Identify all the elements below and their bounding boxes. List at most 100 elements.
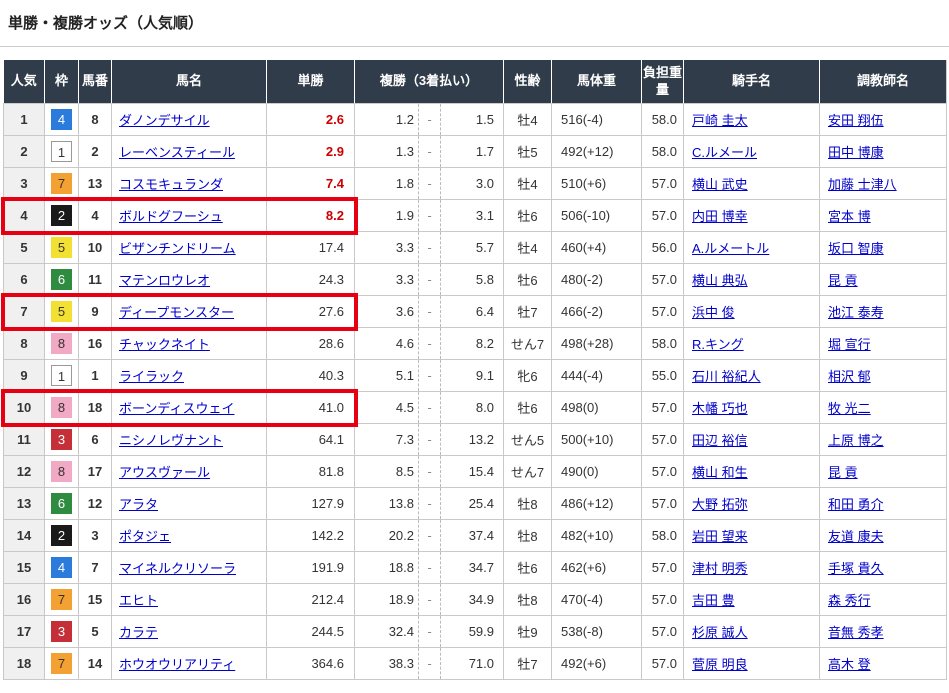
horse-number-cell: 10 [78,231,112,264]
place-odds-separator: - [418,199,441,232]
horse-name-link[interactable]: ボルドグフーシュ [119,209,223,224]
jockey-link[interactable]: 横山 典弘 [692,273,748,288]
horse-name-link[interactable]: ダノンデサイル [119,113,210,128]
jockey-cell: C.ルメール [683,135,820,168]
trainer-cell: 音無 秀孝 [819,615,947,648]
horse-name-link[interactable]: エヒト [119,593,159,608]
trainer-link[interactable]: 堀 宣行 [828,337,871,352]
col-header-place-odds: 複勝（3着払い） [354,60,504,104]
jockey-link[interactable]: 田辺 裕信 [692,433,748,448]
odds-table: 人気 枠 馬番 馬名 単勝 複勝（3着払い） 性齢 馬体重 負担重量 騎手名 調… [3,60,947,680]
jockey-link[interactable]: 横山 武史 [692,177,748,192]
trainer-link[interactable]: 友道 康夫 [828,529,884,544]
sex-age-cell: 牡6 [503,199,552,232]
table-row: 18 7 14 ホウオウリアリティ 364.6 38.3 - 71.0 牡7 4… [3,647,947,680]
table-row: 4 2 4 ボルドグフーシュ 8.2 1.9 - 3.1 牡6 506(-10)… [3,199,947,232]
horse-name-link[interactable]: ニシノレヴナント [119,433,224,448]
horse-name-link[interactable]: マテンロウレオ [119,273,211,288]
col-header-horse-number: 馬番 [78,60,112,104]
jockey-link[interactable]: 戸崎 圭太 [692,113,748,128]
trainer-link[interactable]: 高木 登 [828,657,871,672]
place-odds-low-cell: 4.5 [354,391,419,424]
trainer-link[interactable]: 音無 秀孝 [828,625,884,640]
horse-number-cell: 16 [78,327,112,360]
trainer-link[interactable]: 田中 博康 [828,145,884,160]
jockey-link[interactable]: R.キング [692,337,744,352]
rank-cell: 14 [3,519,45,552]
horse-name-link[interactable]: レーベンスティール [119,145,235,160]
bracket-badge: 6 [51,269,72,290]
horse-name-link[interactable]: チャックネイト [119,337,210,352]
trainer-link[interactable]: 上原 博之 [828,433,884,448]
jockey-link[interactable]: 杉原 誠人 [692,625,748,640]
place-odds-separator: - [418,455,441,488]
carried-weight-cell: 57.0 [641,551,684,584]
trainer-link[interactable]: 牧 光二 [828,401,871,416]
rank-cell: 8 [3,327,45,360]
trainer-link[interactable]: 昆 貢 [828,465,858,480]
trainer-link[interactable]: 相沢 郁 [828,369,871,384]
horse-name-link[interactable]: アウスヴァール [119,465,211,480]
jockey-link[interactable]: 石川 裕紀人 [692,369,761,384]
trainer-link[interactable]: 池江 泰寿 [828,305,884,320]
jockey-cell: 木幡 巧也 [683,391,820,424]
horse-name-link[interactable]: ビザンチンドリーム [119,241,236,256]
jockey-link[interactable]: 岩田 望来 [692,529,748,544]
trainer-link[interactable]: 坂口 智康 [828,241,884,256]
place-odds-high-cell: 13.2 [440,423,504,456]
trainer-link[interactable]: 加藤 士津八 [828,177,897,192]
jockey-link[interactable]: 浜中 俊 [692,305,735,320]
horse-name-link[interactable]: ディープモンスター [119,305,235,320]
jockey-link[interactable]: 木幡 巧也 [692,401,748,416]
trainer-cell: 堀 宣行 [819,327,947,360]
horse-name-link[interactable]: コスモキュランダ [119,177,224,192]
place-odds-high-cell: 1.7 [440,135,504,168]
waku-cell: 6 [44,263,79,296]
waku-cell: 1 [44,359,79,392]
horse-name-link[interactable]: ポタジェ [119,529,172,544]
trainer-link[interactable]: 手塚 貴久 [828,561,884,576]
horse-name-link[interactable]: ボーンディスウェイ [119,401,235,416]
horse-name-link[interactable]: マイネルクリソーラ [119,561,237,576]
horse-name-cell: ボルドグフーシュ [111,199,267,232]
jockey-link[interactable]: A.ルメートル [692,241,770,256]
table-row: 9 1 1 ライラック 40.3 5.1 - 9.1 牝6 444(-4) 55… [3,359,947,392]
weight-cell: 466(-2) [551,295,642,328]
jockey-link[interactable]: 菅原 明良 [692,657,748,672]
jockey-link[interactable]: 津村 明秀 [692,561,748,576]
horse-name-link[interactable]: アラタ [119,497,159,512]
place-odds-low-cell: 32.4 [354,615,419,648]
trainer-link[interactable]: 安田 翔伍 [828,113,884,128]
horse-name-link[interactable]: ホウオウリアリティ [119,657,236,672]
horse-name-link[interactable]: ライラック [119,369,185,384]
horse-name-link[interactable]: カラテ [119,625,159,640]
jockey-link[interactable]: 内田 博幸 [692,209,748,224]
rank-cell: 12 [3,455,45,488]
horse-name-cell: ホウオウリアリティ [111,647,267,680]
page-title: 単勝・複勝オッズ（人気順） [8,15,204,32]
jockey-link[interactable]: 大野 拓弥 [692,497,748,512]
sex-age-cell: せん5 [503,423,552,456]
jockey-link[interactable]: 吉田 豊 [692,593,735,608]
place-odds-low-cell: 1.2 [354,103,419,136]
trainer-link[interactable]: 宮本 博 [828,209,871,224]
trainer-link[interactable]: 昆 貢 [828,273,858,288]
trainer-cell: 池江 泰寿 [819,295,947,328]
horse-name-cell: チャックネイト [111,327,267,360]
trainer-link[interactable]: 森 秀行 [828,593,871,608]
waku-cell: 7 [44,647,79,680]
rank-cell: 2 [3,135,45,168]
carried-weight-cell: 57.0 [641,647,684,680]
bracket-badge: 5 [51,237,72,258]
trainer-link[interactable]: 和田 勇介 [828,497,884,512]
waku-cell: 2 [44,199,79,232]
horse-number-cell: 11 [78,263,112,296]
jockey-link[interactable]: C.ルメール [692,145,758,160]
bracket-badge: 5 [51,301,72,322]
table-row: 17 3 5 カラテ 244.5 32.4 - 59.9 牡9 538(-8) … [3,615,947,648]
table-row: 13 6 12 アラタ 127.9 13.8 - 25.4 牡8 486(+12… [3,487,947,520]
bracket-badge: 3 [51,429,72,450]
jockey-link[interactable]: 横山 和生 [692,465,748,480]
place-odds-low-cell: 1.9 [354,199,419,232]
place-odds-high-cell: 5.7 [440,231,504,264]
